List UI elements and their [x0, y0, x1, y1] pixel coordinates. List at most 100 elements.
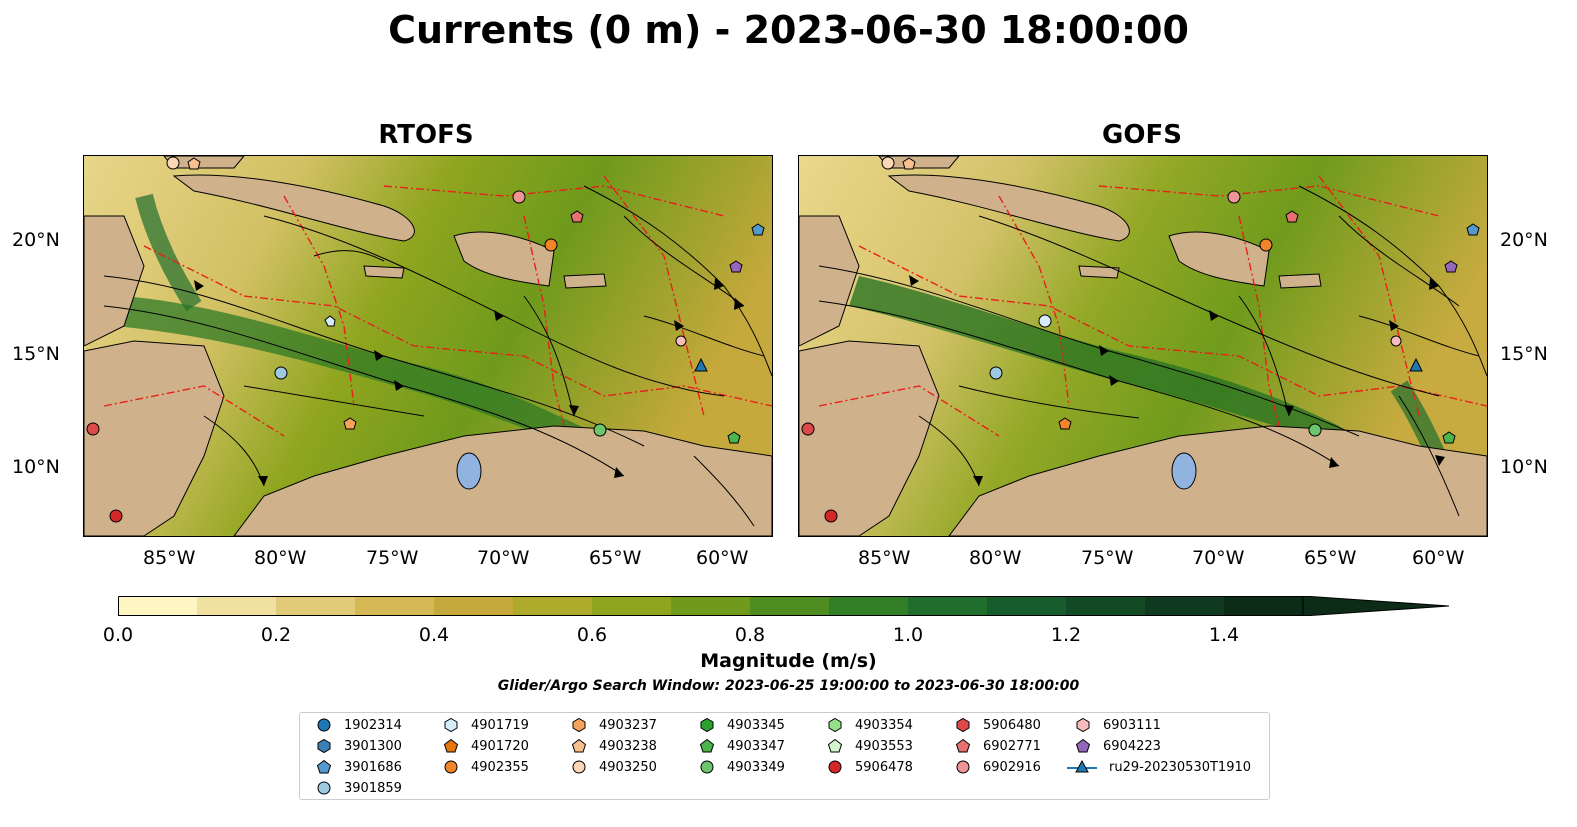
legend-item-6902771[interactable]: 6902771 [955, 736, 1041, 756]
pentagon-marker-icon [1075, 738, 1103, 754]
float-3901686[interactable] [1466, 223, 1480, 236]
eez-boundaries [103, 175, 772, 437]
float-6903111[interactable] [1390, 335, 1402, 347]
float-4902355[interactable] [544, 238, 558, 252]
float-4901719[interactable] [324, 315, 336, 327]
float-6902771[interactable] [1285, 210, 1299, 223]
float-4903349[interactable] [1308, 423, 1322, 437]
legend-label: 6902916 [983, 759, 1041, 775]
float-6904223[interactable] [1444, 260, 1458, 273]
legend-label: ru29-20230530T1910 [1109, 759, 1252, 775]
float-4903237[interactable] [343, 417, 357, 430]
legend-item-4903345[interactable]: 4903345 [699, 715, 785, 735]
lon-tick-65w-gofs: 65°W [1304, 547, 1357, 569]
streamline-arrows [909, 275, 1445, 486]
land-puerto-rico [563, 273, 607, 289]
map-panel-rtofs [83, 155, 773, 537]
lon-tick-80w-rtofs: 80°W [254, 547, 307, 569]
float-5906480[interactable] [801, 422, 815, 436]
legend-item-ru29-20230530T1910[interactable]: ru29-20230530T1910 [1067, 757, 1251, 777]
float-3901859[interactable] [274, 366, 288, 380]
legend-item-4903354[interactable]: 4903354 [827, 715, 913, 735]
circle-marker-icon [316, 780, 344, 796]
float-5906478[interactable] [824, 509, 838, 523]
current-jet [114, 296, 624, 456]
float-4902355[interactable] [1259, 238, 1273, 252]
float-3901686[interactable] [751, 223, 765, 236]
float-markers [86, 156, 765, 523]
land-central-america-north [799, 215, 860, 347]
colorbar-extend-arrow [1302, 596, 1450, 616]
legend-label: 4903237 [599, 717, 657, 733]
legend-item-3901300[interactable]: 3901300 [316, 736, 402, 756]
legend-item-6904223[interactable]: 6904223 [1075, 736, 1161, 756]
legend-label: 4902355 [471, 759, 529, 775]
hexagon-marker-icon [955, 717, 983, 733]
legend-item-5906478[interactable]: 5906478 [827, 757, 913, 777]
float-6902771[interactable] [570, 210, 584, 223]
land-south-america [948, 425, 1487, 536]
colorbar-tick-label: 1.4 [1208, 624, 1240, 646]
hexagon-marker-icon [827, 717, 855, 733]
float-4903347[interactable] [727, 431, 741, 444]
float-5906480[interactable] [86, 422, 100, 436]
colorbar-segment [355, 596, 435, 616]
legend-item-1902314[interactable]: 1902314 [316, 715, 402, 735]
land-central-america [84, 340, 225, 536]
circle-marker-icon [699, 759, 727, 775]
colorbar [118, 596, 1450, 616]
map-panel-gofs [798, 155, 1488, 537]
colorbar-segment [1224, 596, 1304, 616]
glider-ru29[interactable] [1409, 357, 1423, 372]
glider-ru29[interactable] [694, 357, 708, 372]
float-4901720[interactable] [1058, 417, 1072, 430]
float-4903349[interactable] [593, 423, 607, 437]
panel-title-rtofs: RTOFS [378, 120, 474, 150]
legend-item-4901719[interactable]: 4901719 [443, 715, 529, 735]
panel-title-gofs: GOFS [1102, 120, 1182, 150]
land-hispaniola [453, 231, 555, 287]
float-5906478[interactable] [109, 509, 123, 523]
legend-label: 3901300 [344, 738, 402, 754]
colorbar-tick-label: 0.8 [734, 624, 766, 646]
float-3901859[interactable] [989, 366, 1003, 380]
legend-label: 5906480 [983, 717, 1041, 733]
float-4901719[interactable] [1038, 314, 1052, 328]
hexagon-marker-icon [699, 717, 727, 733]
float-4903238[interactable] [902, 157, 916, 170]
legend-item-4903237[interactable]: 4903237 [571, 715, 657, 735]
float-4903250[interactable] [166, 156, 180, 170]
float-4903238[interactable] [187, 157, 201, 170]
hexagon-marker-icon [1075, 717, 1103, 733]
float-6903111[interactable] [675, 335, 687, 347]
legend-item-3901859[interactable]: 3901859 [316, 778, 402, 798]
legend-item-4902355[interactable]: 4902355 [443, 757, 529, 777]
land-puerto-rico [1278, 273, 1322, 289]
colorbar-tick-label: 1.0 [892, 624, 924, 646]
legend-label: 6902771 [983, 738, 1041, 754]
hexagon-marker-icon [443, 717, 471, 733]
legend-item-4903250[interactable]: 4903250 [571, 757, 657, 777]
legend-item-6902916[interactable]: 6902916 [955, 757, 1041, 777]
legend-item-4903553[interactable]: 4903553 [827, 736, 913, 756]
float-4903347[interactable] [1442, 431, 1456, 444]
float-4903250[interactable] [881, 156, 895, 170]
colorbar-segment [1066, 596, 1146, 616]
float-6902916[interactable] [512, 190, 526, 204]
legend-item-3901686[interactable]: 3901686 [316, 757, 402, 777]
float-6904223[interactable] [729, 260, 743, 273]
legend-item-4903347[interactable]: 4903347 [699, 736, 785, 756]
colorbar-segment [513, 596, 593, 616]
float-6902916[interactable] [1227, 190, 1241, 204]
circle-marker-icon [955, 759, 983, 775]
legend-item-4903349[interactable]: 4903349 [699, 757, 785, 777]
land-jamaica [1078, 265, 1120, 279]
legend-item-4903238[interactable]: 4903238 [571, 736, 657, 756]
colorbar-segment [118, 596, 198, 616]
legend-item-6903111[interactable]: 6903111 [1075, 715, 1161, 735]
legend-item-4901720[interactable]: 4901720 [443, 736, 529, 756]
lon-tick-60w-rtofs: 60°W [696, 547, 749, 569]
colorbar-segment [829, 596, 909, 616]
legend-item-5906480[interactable]: 5906480 [955, 715, 1041, 735]
legend-label: 4901720 [471, 738, 529, 754]
